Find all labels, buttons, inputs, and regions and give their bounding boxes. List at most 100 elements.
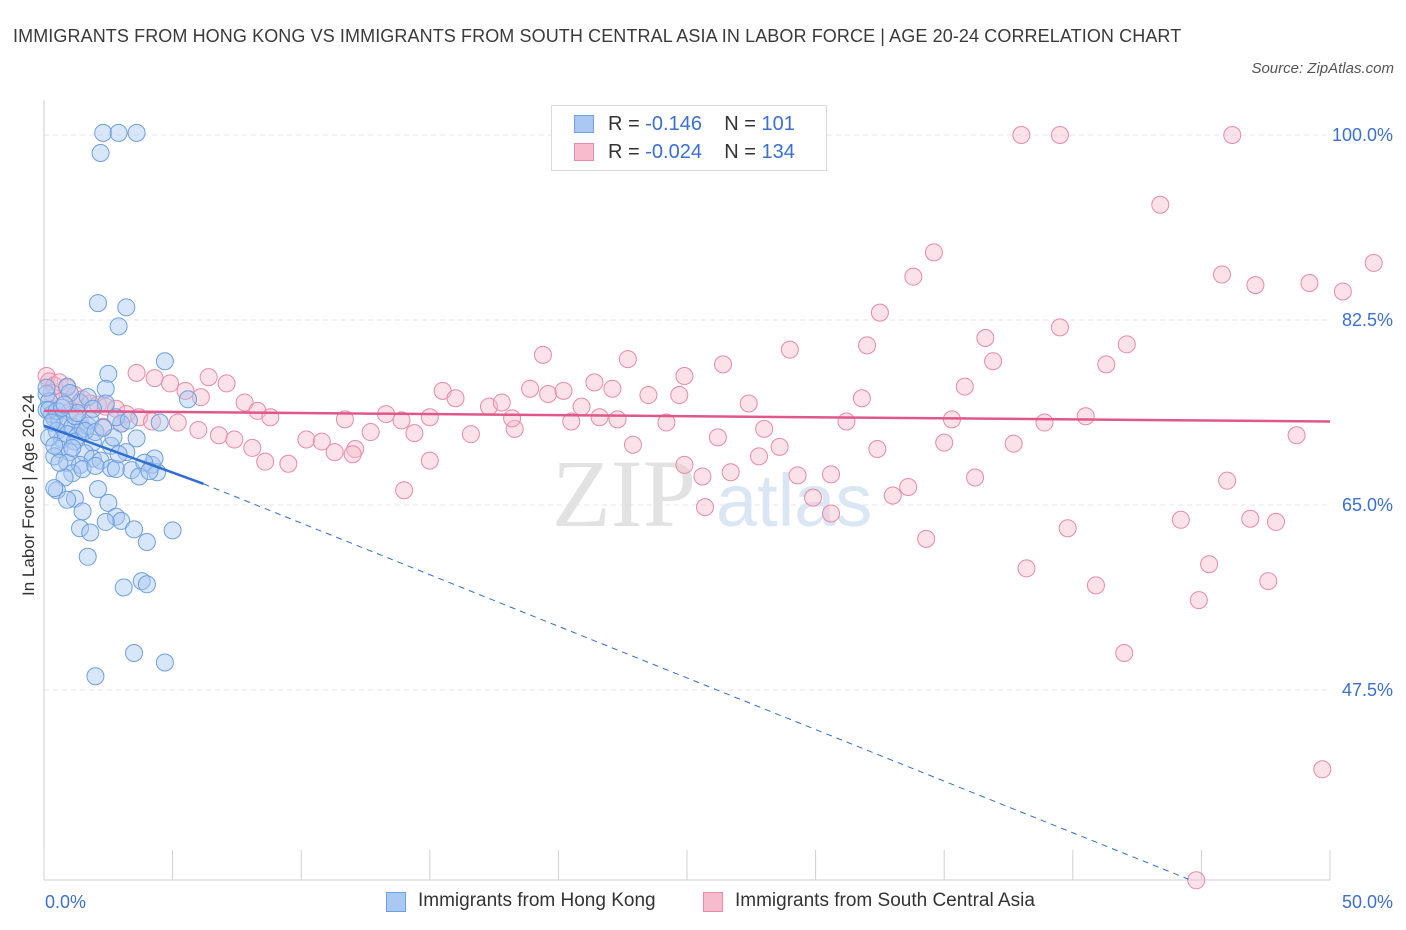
data-point	[243, 438, 262, 457]
data-point	[335, 410, 354, 429]
data-point	[870, 303, 889, 322]
data-point	[935, 433, 954, 452]
data-point	[346, 439, 365, 458]
data-point	[395, 481, 414, 500]
data-point	[572, 397, 591, 416]
data-point	[770, 437, 789, 456]
data-point	[904, 267, 923, 286]
data-point	[1117, 335, 1136, 354]
data-point	[696, 498, 715, 517]
data-point	[539, 385, 558, 403]
data-point	[868, 439, 887, 458]
data-point	[60, 383, 79, 402]
data-point	[1200, 555, 1219, 574]
data-point	[45, 436, 64, 455]
data-point	[780, 340, 799, 359]
y-tick-label: 47.5%	[1342, 680, 1393, 700]
data-point	[58, 490, 77, 509]
data-point	[91, 143, 110, 162]
data-point	[708, 428, 727, 447]
data-point	[984, 352, 1003, 371]
data-point	[86, 456, 105, 475]
data-point	[137, 575, 156, 594]
data-point	[297, 430, 316, 449]
n-label: N =	[724, 141, 762, 163]
data-point	[1300, 274, 1319, 292]
data-point	[1050, 126, 1069, 144]
trend-line-south-central-asia	[43, 409, 1331, 423]
watermark-zip: ZIP	[552, 440, 696, 547]
data-point	[1058, 519, 1077, 538]
data-point	[788, 466, 807, 485]
data-point	[976, 328, 995, 347]
data-point	[392, 411, 411, 430]
data-point	[261, 408, 280, 427]
data-point	[917, 529, 936, 548]
data-point	[1246, 276, 1265, 295]
data-point	[89, 294, 108, 313]
data-point	[217, 374, 236, 393]
data-point	[721, 463, 740, 482]
x-tick-labels: 0.0% 50.0%	[45, 892, 1393, 912]
data-point	[1097, 355, 1116, 374]
source-label: Source: ZipAtlas.com	[1251, 60, 1394, 77]
x-tick-label: 50.0%	[1342, 892, 1393, 912]
data-point	[50, 453, 69, 472]
data-point	[1218, 471, 1237, 490]
legend-swatch-south-central-asia	[703, 892, 723, 912]
data-point	[256, 452, 275, 471]
data-point	[125, 644, 144, 662]
data-point	[150, 413, 169, 432]
y-tick-label: 82.5%	[1342, 310, 1393, 330]
data-point	[1004, 434, 1023, 453]
data-point	[924, 243, 943, 262]
trend-line-hong-kong-extension	[203, 483, 1189, 880]
data-point	[1086, 576, 1105, 595]
data-point	[73, 502, 92, 521]
data-point	[966, 468, 985, 487]
data-point	[822, 504, 841, 523]
data-point	[446, 389, 465, 408]
data-point	[503, 409, 522, 428]
data-point	[109, 317, 128, 336]
data-point	[1223, 126, 1242, 144]
data-point	[137, 533, 156, 551]
data-point	[899, 478, 918, 497]
x-tick-label: 0.0%	[45, 892, 86, 912]
data-point	[112, 511, 131, 530]
data-point	[608, 410, 627, 429]
data-point	[312, 432, 331, 451]
data-points	[37, 123, 1383, 890]
data-point	[1189, 591, 1208, 610]
data-point	[675, 455, 694, 474]
data-point	[155, 352, 174, 371]
stats-swatch-south-central-asia	[574, 143, 594, 161]
data-point	[63, 438, 82, 457]
y-axis-label: In Labor Force | Age 20-24	[19, 394, 38, 596]
data-point	[325, 443, 344, 462]
series-south-central-asia	[37, 126, 1383, 890]
data-point	[1287, 426, 1306, 445]
data-point	[1050, 318, 1069, 337]
data-point	[199, 368, 218, 387]
data-point	[127, 363, 146, 382]
data-point	[91, 451, 110, 470]
data-point	[119, 411, 138, 430]
data-point	[37, 385, 56, 403]
data-point	[96, 512, 115, 531]
data-point	[405, 424, 424, 443]
data-point	[750, 447, 769, 466]
data-point	[235, 393, 254, 412]
data-point	[189, 420, 208, 439]
data-point	[603, 379, 622, 398]
data-point	[883, 486, 902, 505]
data-point	[71, 519, 90, 538]
data-point	[1313, 760, 1332, 779]
data-point	[1151, 195, 1170, 214]
data-point	[343, 445, 362, 464]
y-tick-label: 100.0%	[1332, 125, 1393, 145]
data-point	[675, 367, 694, 386]
data-point	[1171, 510, 1190, 529]
data-point	[1364, 253, 1383, 272]
